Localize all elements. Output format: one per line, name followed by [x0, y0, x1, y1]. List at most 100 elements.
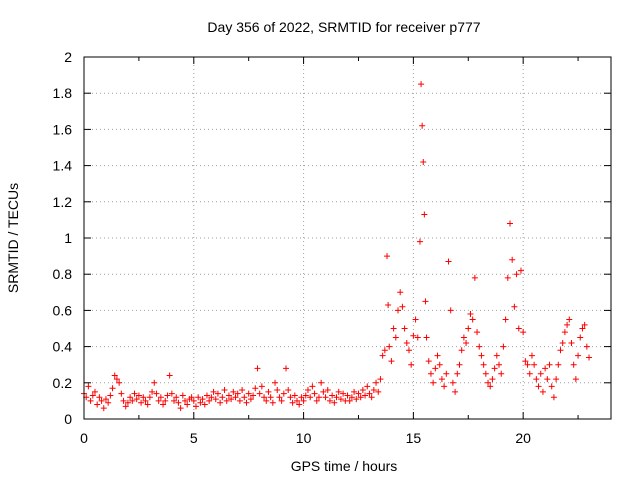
data-point — [485, 379, 492, 386]
data-point — [366, 390, 373, 397]
data-point — [208, 394, 215, 401]
data-point — [542, 365, 549, 372]
data-point — [230, 388, 237, 395]
data-point — [421, 211, 428, 218]
data-point — [118, 390, 125, 397]
data-point — [340, 390, 347, 397]
data-point — [87, 397, 94, 404]
data-point — [471, 274, 478, 281]
data-point — [480, 361, 487, 368]
data-point — [370, 387, 377, 394]
data-point — [135, 392, 142, 399]
data-point — [245, 390, 252, 397]
data-point — [138, 399, 145, 406]
data-point — [206, 397, 213, 404]
data-point — [397, 289, 404, 296]
data-point — [489, 376, 496, 383]
y-tick-label: 1.4 — [53, 158, 73, 174]
data-point — [91, 388, 98, 395]
data-point — [287, 394, 294, 401]
data-point — [304, 387, 311, 394]
data-point — [476, 343, 483, 350]
data-point — [502, 316, 509, 323]
data-point — [416, 238, 423, 245]
data-point — [520, 329, 527, 336]
data-point — [491, 365, 498, 372]
data-point — [293, 397, 300, 404]
data-point — [364, 383, 371, 390]
data-point — [232, 394, 239, 401]
data-point — [291, 392, 298, 399]
x-tick-label: 15 — [406, 430, 422, 446]
data-point — [561, 329, 568, 336]
data-point — [420, 158, 427, 165]
data-point — [572, 376, 579, 383]
data-point — [236, 397, 243, 404]
data-point — [309, 383, 316, 390]
data-point — [272, 379, 279, 386]
data-point — [85, 383, 92, 390]
data-point — [171, 397, 178, 404]
data-point — [131, 390, 138, 397]
data-point — [496, 361, 503, 368]
data-point — [127, 394, 134, 401]
data-point — [175, 399, 182, 406]
data-point — [351, 388, 358, 395]
data-point — [331, 399, 338, 406]
data-point — [555, 361, 562, 368]
data-point — [581, 321, 588, 328]
data-point — [265, 388, 272, 395]
data-point — [441, 383, 448, 390]
data-point — [412, 316, 419, 323]
data-point — [566, 316, 573, 323]
data-point — [258, 383, 265, 390]
data-point — [228, 396, 235, 403]
data-point — [120, 397, 127, 404]
data-point — [105, 399, 112, 406]
data-point — [509, 256, 516, 263]
data-point — [436, 361, 443, 368]
data-point — [430, 379, 437, 386]
data-point — [535, 383, 542, 390]
data-point — [482, 370, 489, 377]
data-point — [96, 394, 103, 401]
data-point — [149, 388, 156, 395]
data-point — [586, 354, 593, 361]
data-point — [195, 394, 202, 401]
data-point — [353, 396, 360, 403]
data-point — [142, 397, 149, 404]
data-point — [296, 401, 303, 408]
x-tick-label: 5 — [190, 430, 198, 446]
data-point — [322, 394, 329, 401]
data-point — [401, 325, 408, 332]
data-point — [177, 405, 184, 412]
data-point — [221, 387, 228, 394]
data-point — [254, 365, 261, 372]
grid-lines — [84, 57, 611, 419]
data-point — [550, 394, 557, 401]
data-point — [390, 325, 397, 332]
data-point — [335, 388, 342, 395]
data-point — [315, 394, 322, 401]
data-point — [289, 399, 296, 406]
x-tick-label: 20 — [515, 430, 531, 446]
data-point — [98, 397, 105, 404]
y-tick-label: 0.6 — [53, 302, 73, 318]
data-point — [217, 399, 224, 406]
data-point — [197, 399, 204, 406]
data-point — [133, 396, 140, 403]
data-point — [348, 394, 355, 401]
data-point — [553, 376, 560, 383]
data-point — [500, 343, 507, 350]
data-point — [524, 361, 531, 368]
data-point — [557, 347, 564, 354]
data-point — [568, 339, 575, 346]
data-point — [375, 388, 382, 395]
data-point — [531, 361, 538, 368]
data-point — [357, 394, 364, 401]
x-axis-label: GPS time / hours — [291, 458, 398, 474]
data-point — [447, 307, 454, 314]
data-point — [359, 387, 366, 394]
y-axis-label: SRMTID / TECUs — [5, 183, 21, 293]
data-point — [129, 397, 136, 404]
